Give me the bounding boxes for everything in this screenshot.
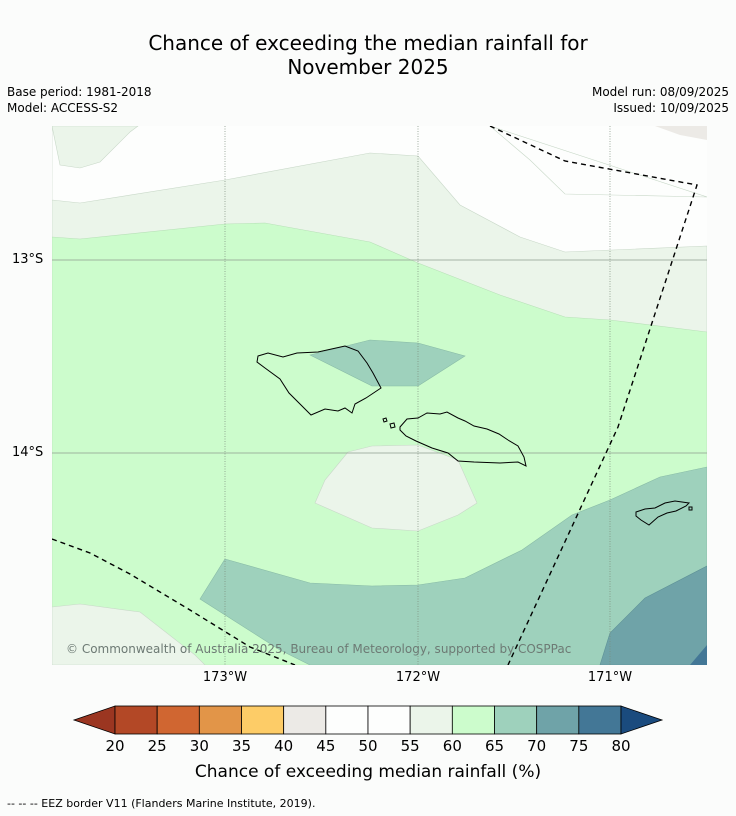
region-55-60-central	[314, 444, 478, 532]
lon-label-171w: 171°W	[587, 670, 633, 685]
colorbar-segment	[578, 705, 622, 735]
colorbar-segment	[536, 705, 580, 735]
colorbar-tick-label: 55	[400, 737, 420, 755]
eez-border-south	[52, 538, 296, 665]
issued-date: Issued: 10/09/2025	[613, 101, 729, 115]
colorbar-under-arrow	[72, 705, 116, 735]
colorbar-tick-label: 60	[442, 737, 462, 755]
island-savaii	[256, 345, 382, 416]
lon-label-173w: 173°W	[202, 670, 248, 685]
colorbar-tick-label: 65	[484, 737, 505, 755]
eez-border-north	[489, 126, 698, 665]
colorbar-over-arrow	[620, 705, 664, 735]
colorbar-tick-label: 80	[611, 737, 631, 755]
eez-footnote: -- -- -- EEZ border V11 (Flanders Marine…	[7, 797, 316, 810]
colorbar-segments	[114, 705, 622, 735]
region-75-80	[690, 645, 707, 665]
region-55-60-nw	[52, 126, 139, 169]
region-40-45-corner	[655, 126, 707, 140]
colorbar-segment	[451, 705, 495, 735]
colorbar-tick-label: 30	[189, 737, 209, 755]
colorbar-tick-label: 45	[316, 737, 336, 755]
lat-label-14s: 14°S	[12, 445, 44, 460]
region-65-70-south	[199, 466, 707, 665]
base-period: Base period: 1981-2018	[7, 85, 152, 99]
model-run: Model run: 08/09/2025	[591, 85, 729, 99]
colorbar-segment	[114, 705, 158, 735]
meta-left: Base period: 1981-2018 Model: ACCESS-S2	[7, 84, 152, 116]
colorbar-tick-label: 75	[569, 737, 589, 755]
region-70-75	[599, 565, 707, 665]
lat-label-13s: 13°S	[12, 252, 44, 267]
colorbar-segment	[325, 705, 369, 735]
colorbar-segment	[156, 705, 200, 735]
model-name: Model: ACCESS-S2	[7, 101, 119, 115]
colorbar-tick-label: 25	[147, 737, 167, 755]
island-upolu	[399, 411, 527, 467]
colorbar-segment	[283, 705, 327, 735]
colorbar-tick-label: 50	[358, 737, 378, 755]
title-line-1: Chance of exceeding the median rainfall …	[148, 31, 588, 55]
island-tutuila	[635, 500, 691, 526]
colorbar-tick-label: 35	[231, 737, 252, 755]
colorbar-segment	[494, 705, 538, 735]
colorbar-segment	[198, 705, 242, 735]
lon-label-172w: 172°W	[395, 670, 441, 685]
colorbar	[72, 705, 664, 735]
region-55-60-south	[52, 603, 206, 665]
colorbar-tick-label: 40	[274, 737, 294, 755]
colorbar-title: Chance of exceeding median rainfall (%)	[194, 762, 542, 782]
copyright-credit: © Commonwealth of Australia 2025, Bureau…	[66, 642, 572, 656]
region-65-70-north	[309, 339, 466, 387]
island-apolima	[389, 422, 396, 429]
island-aunuu	[688, 506, 693, 511]
island-manono	[382, 417, 388, 423]
title-line-2: November 2025	[287, 55, 449, 79]
colorbar-segment	[367, 705, 411, 735]
colorbar-segment	[241, 705, 285, 735]
map-frame	[52, 126, 707, 665]
map-title: Chance of exceeding the median rainfall …	[0, 31, 736, 79]
colorbar-tick-label: 20	[105, 737, 125, 755]
colorbar-segment	[409, 705, 453, 735]
meta-right: Model run: 08/09/2025 Issued: 10/09/2025	[592, 84, 729, 116]
colorbar-tick-label: 70	[527, 737, 547, 755]
